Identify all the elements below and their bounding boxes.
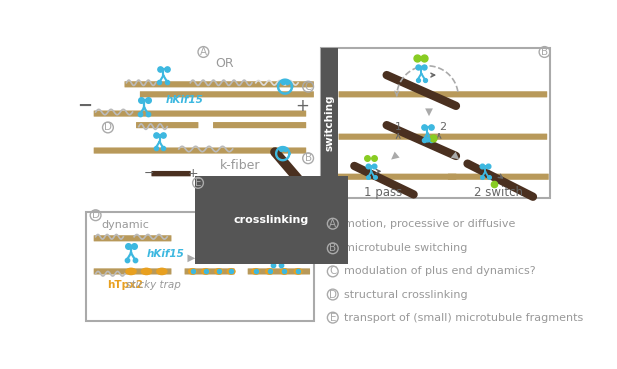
Ellipse shape [141,268,152,275]
Ellipse shape [125,268,137,275]
FancyBboxPatch shape [136,122,199,128]
Text: microtubule switching: microtubule switching [344,243,467,254]
FancyBboxPatch shape [94,148,306,154]
Ellipse shape [214,268,223,275]
FancyBboxPatch shape [448,174,549,180]
Bar [86,212,313,321]
Text: dynamic: dynamic [101,220,149,230]
FancyBboxPatch shape [140,91,314,97]
Text: D: D [329,290,337,300]
FancyBboxPatch shape [94,110,306,117]
Text: C: C [329,266,336,276]
Text: 2: 2 [439,123,447,132]
Text: static
(higher load-bearing): static (higher load-bearing) [225,212,329,234]
Ellipse shape [251,268,260,275]
FancyBboxPatch shape [184,268,234,275]
Text: OR: OR [199,222,220,236]
Text: D: D [104,123,112,132]
Bar [321,48,338,198]
Text: 1: 1 [395,122,402,132]
Text: A: A [200,47,207,57]
Text: switching: switching [325,94,334,151]
Bar [321,48,550,198]
FancyBboxPatch shape [125,81,314,87]
FancyBboxPatch shape [151,171,191,176]
FancyBboxPatch shape [339,91,547,97]
Text: structural crosslinking: structural crosslinking [344,290,467,300]
Text: C: C [304,82,312,92]
Text: 2 switch: 2 switch [474,186,523,199]
FancyBboxPatch shape [339,134,547,140]
Text: E: E [195,178,201,188]
Ellipse shape [294,268,303,275]
Text: motion, processive or diffusive: motion, processive or diffusive [344,219,515,229]
Text: crosslinking: crosslinking [234,215,308,225]
Ellipse shape [226,268,236,275]
FancyBboxPatch shape [333,174,457,180]
Text: hKif15: hKif15 [166,95,204,105]
Ellipse shape [280,268,289,275]
Text: hKif15: hKif15 [146,249,184,259]
Text: k-fiber: k-fiber [220,159,260,172]
Ellipse shape [156,268,168,275]
Text: E: E [329,313,336,323]
Text: modulation of plus end dynamics?: modulation of plus end dynamics? [344,266,535,276]
Text: D: D [91,210,99,220]
FancyBboxPatch shape [94,268,172,275]
FancyBboxPatch shape [94,235,172,241]
Text: B: B [541,47,548,57]
FancyBboxPatch shape [247,240,310,246]
Text: −: − [144,167,154,180]
Text: A: A [329,219,336,229]
Ellipse shape [265,268,274,275]
Text: 1 pass: 1 pass [363,186,402,199]
Text: transport of (small) microtubule fragments: transport of (small) microtubule fragmen… [344,313,583,323]
FancyBboxPatch shape [213,122,306,128]
Text: hTpx2: hTpx2 [107,280,143,290]
Text: sticky trap: sticky trap [126,280,181,290]
Text: B: B [329,243,336,254]
Text: −: − [77,97,93,115]
Ellipse shape [188,268,197,275]
FancyBboxPatch shape [247,268,310,275]
Text: +: + [295,97,309,115]
Ellipse shape [201,268,210,275]
Text: OR: OR [216,57,234,70]
Text: B: B [305,153,312,163]
Text: +: + [188,167,198,180]
